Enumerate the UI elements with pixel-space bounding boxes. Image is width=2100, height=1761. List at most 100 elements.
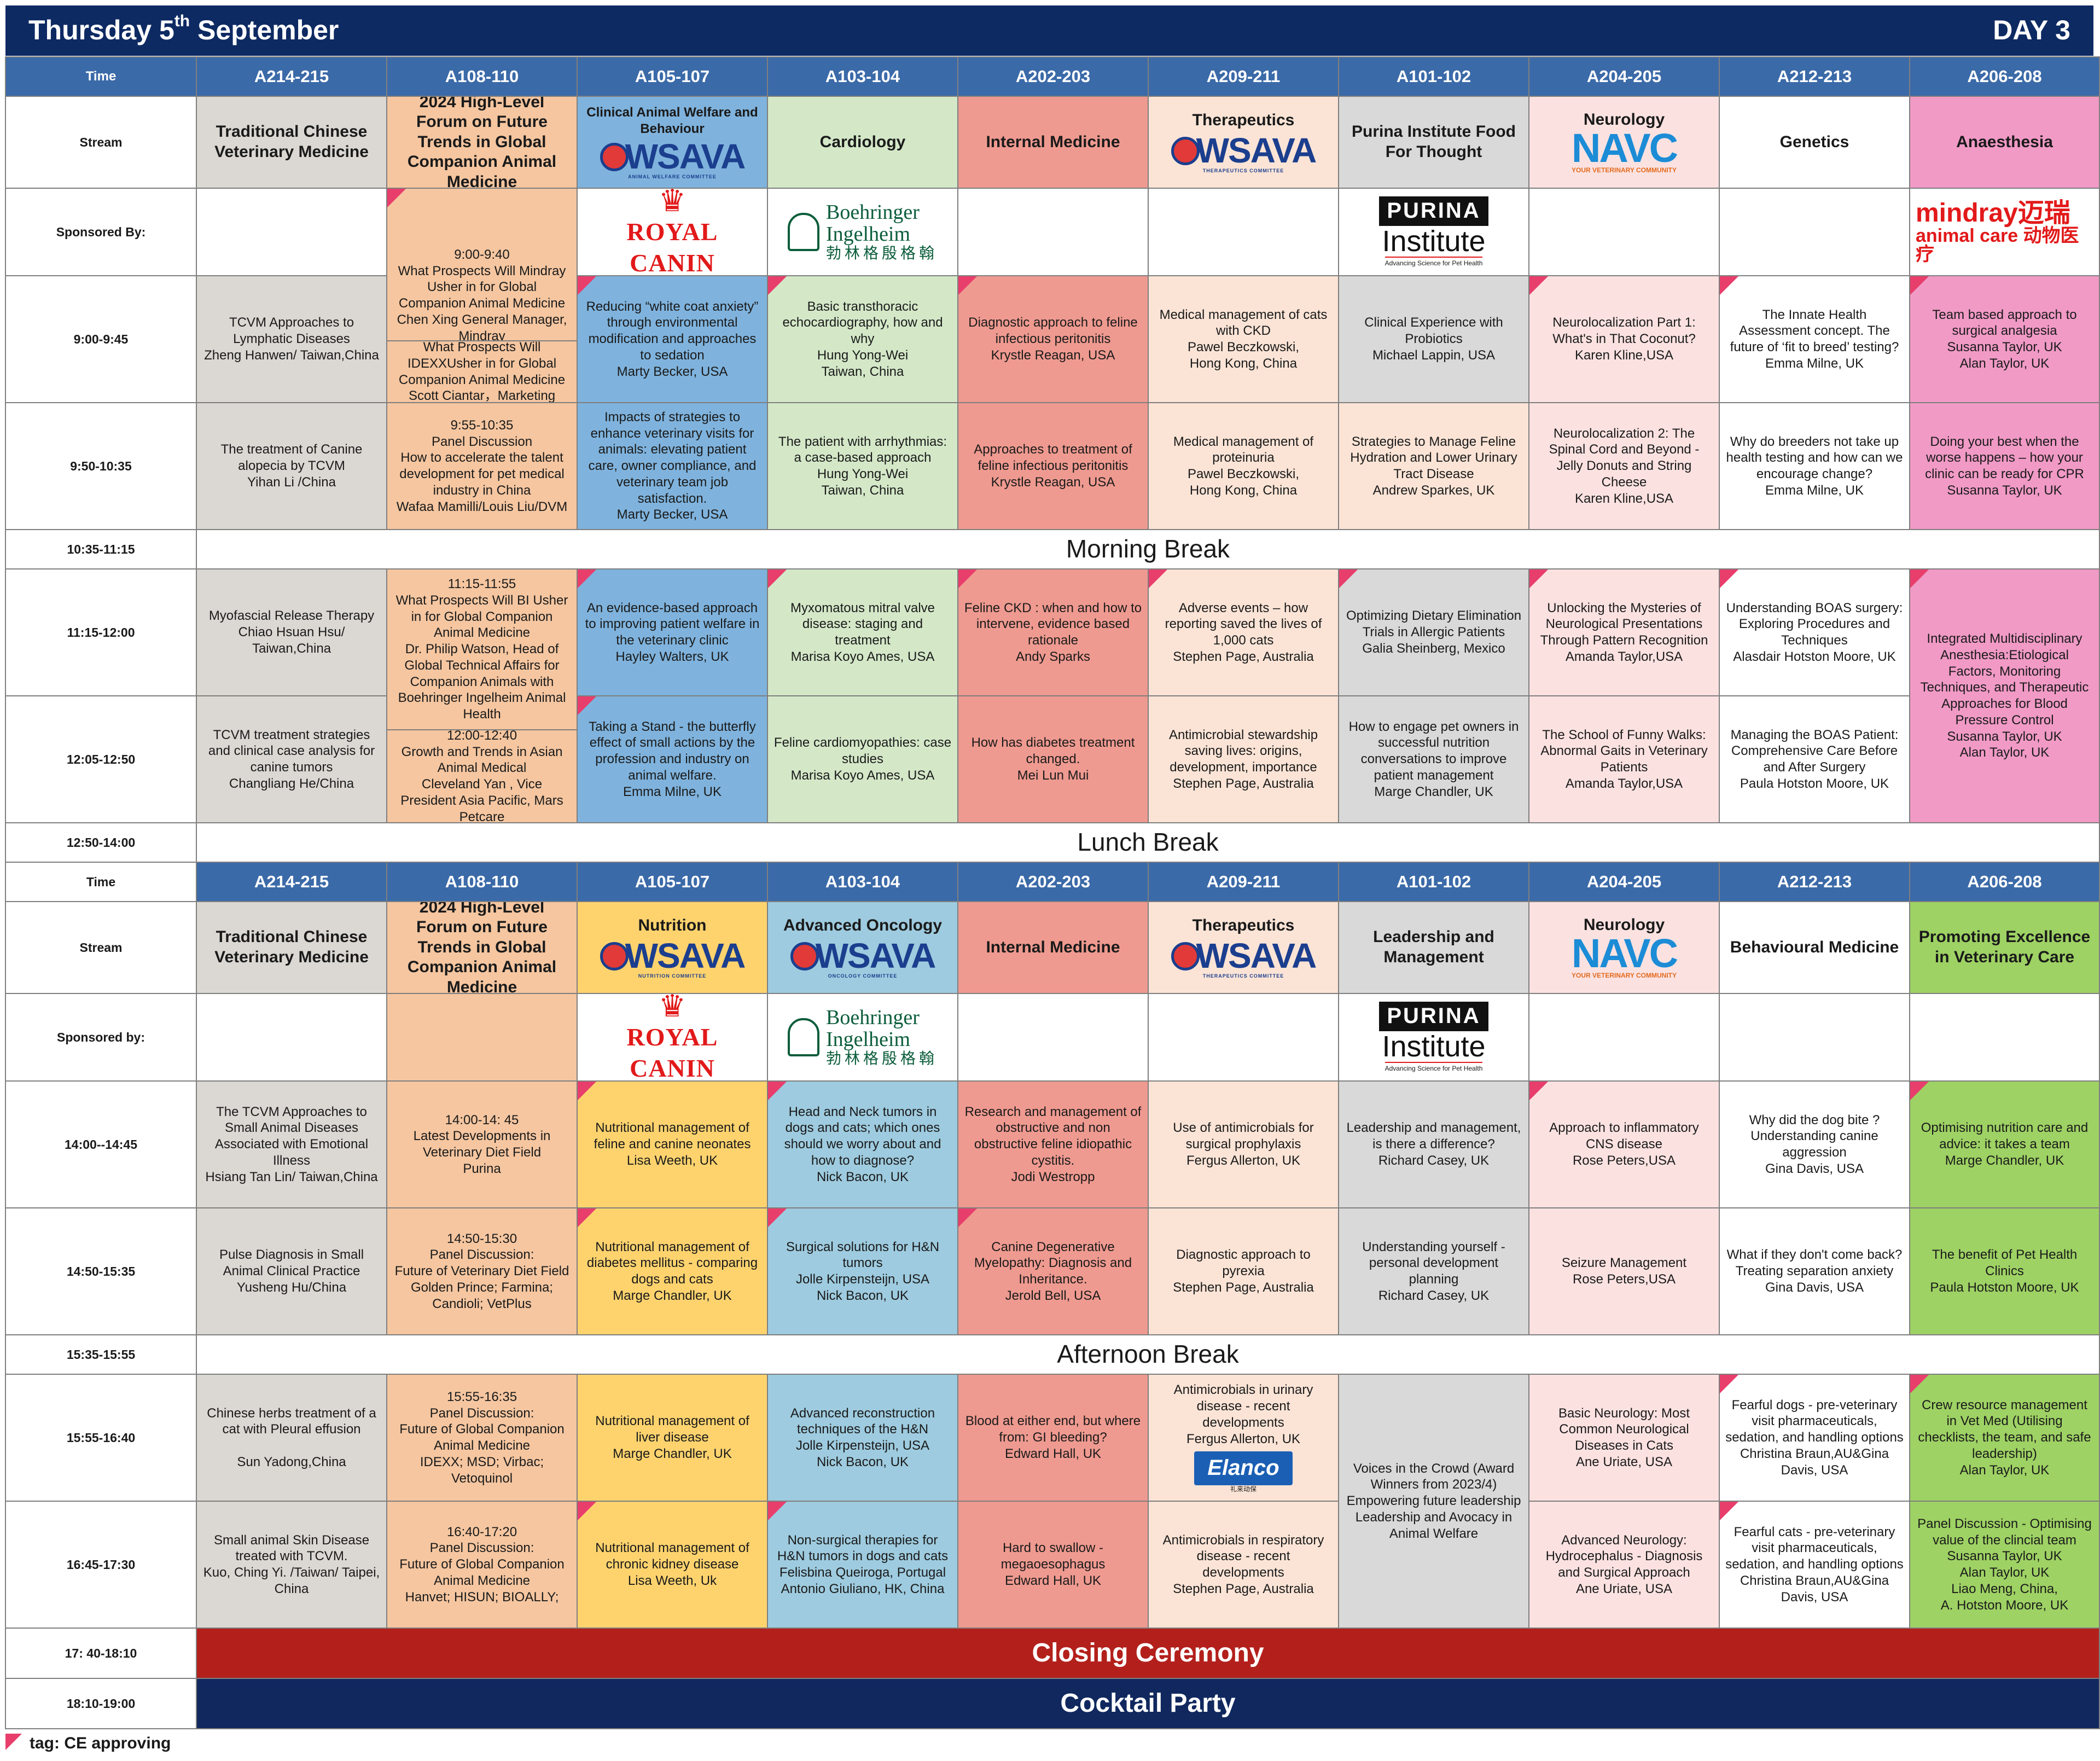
schedule-grid: Time A214-215 A108-110 A105-107 A103-104… xyxy=(5,56,2100,1743)
elanco-logo: Elanco xyxy=(1194,1451,1293,1485)
session-cell: Chinese herbs treatment of a cat with Pl… xyxy=(196,1374,387,1502)
morning-break: Morning Break xyxy=(196,529,2100,569)
legend-text: tag: CE approving xyxy=(30,1734,171,1752)
room-header: A105-107 xyxy=(577,56,768,97)
session-cell: Non-surgical therapies for H&N tumors in… xyxy=(767,1501,958,1629)
session-cell: Crew resource management in Vet Med (Uti… xyxy=(1909,1374,2100,1502)
closing-ceremony: Closing Ceremony xyxy=(196,1628,2100,1679)
stream-therapeutics: Therapeutics WSAVA THERAPEUTICS COMMITTE… xyxy=(1148,96,1339,189)
wsava-logo: WSAVA xyxy=(600,139,746,174)
stream-nutrition: Nutrition WSAVA NUTRITION COMMITTEE xyxy=(577,901,768,994)
room-header: A209-211 xyxy=(1148,56,1339,97)
session-cell: Small animal Skin Disease treated with T… xyxy=(196,1501,387,1629)
stream-neurology-label: Neurology xyxy=(1583,111,1665,129)
stream-oncology-label: Advanced Oncology xyxy=(783,916,943,935)
crown-icon: ♛ xyxy=(658,993,687,1023)
sponsor-purina: PURINA Institute Advancing Science for Pet… xyxy=(1338,993,1529,1082)
room-header: A206-208 xyxy=(1909,56,2100,97)
session-cell: TCVM Approaches to Lymphatic Diseases Zh… xyxy=(196,275,387,403)
sponsored-label: Sponsored by: xyxy=(5,993,197,1082)
time-slot: 10:35-11:15 xyxy=(5,529,197,569)
session-cell: Antimicrobials in respiratory disease - … xyxy=(1148,1501,1339,1629)
room-header: A202-203 xyxy=(957,56,1149,97)
session-cell: Voices in the Crowd (Award Winners from … xyxy=(1338,1374,1529,1629)
room-header: A206-208 xyxy=(1909,862,2100,902)
session-cell: Fearful cats - pre-veterinary visit phar… xyxy=(1719,1501,1910,1629)
purina-logo: PURINA xyxy=(1379,196,1488,226)
sponsor-empty xyxy=(1528,188,1720,276)
sponsor-empty xyxy=(1148,188,1339,276)
room-header: A103-104 xyxy=(767,862,958,902)
session-cell: Why did the dog bite ? Understanding can… xyxy=(1719,1080,1910,1208)
stream-welfare: Clinical Animal Welfare and Behaviour WS… xyxy=(577,96,768,189)
sponsor-royal-canin: ♛ ROYAL CANIN xyxy=(577,993,768,1082)
royal-canin-logo: ROYAL CANIN xyxy=(626,217,718,276)
session-cell: Panel Discussion - Optimising value of t… xyxy=(1909,1501,2100,1629)
room-header: A209-211 xyxy=(1148,862,1339,902)
time-slot: 17: 40-18:10 xyxy=(5,1628,197,1679)
session-cell: Seizure Management Rose Peters,USA xyxy=(1528,1207,1720,1335)
time-slot: 14:50-15:35 xyxy=(5,1207,197,1335)
stream-cardiology: Cardiology xyxy=(767,96,958,189)
session-cell: Advanced reconstruction techniques of th… xyxy=(767,1374,958,1502)
stream-leadership: Leadership and Management xyxy=(1338,901,1529,994)
navc-logo: NAVC xyxy=(1571,930,1678,976)
session-cell: Basic transthoracic echocardiography, ho… xyxy=(767,275,958,403)
stream-label: Stream xyxy=(5,96,197,189)
session-cell: Optimising nutrition care and advice: it… xyxy=(1909,1080,2100,1208)
day-title: Thursday 5th September xyxy=(28,12,339,45)
session-cell: Nutritional management of liver disease … xyxy=(577,1374,768,1502)
sponsor-empty xyxy=(196,188,387,276)
time-slot: 12:05-12:50 xyxy=(5,695,197,823)
time-slot: 12:50-14:00 xyxy=(5,822,197,863)
stream-internal-medicine: Internal Medicine xyxy=(957,901,1149,994)
session-cell: Diagnostic approach to feline infectious… xyxy=(957,275,1149,403)
session-cell: Research and management of obstructive a… xyxy=(957,1080,1149,1208)
time-slot: 14:00--14:45 xyxy=(5,1080,197,1208)
afternoon-break: Afternoon Break xyxy=(196,1334,2100,1375)
wsava-sub: THERAPEUTICS COMMITTEE xyxy=(1202,973,1284,979)
session-cell: Antimicrobials in urinary disease - rece… xyxy=(1148,1374,1339,1502)
session-cell: TCVM treatment strategies and clinical c… xyxy=(196,695,387,823)
session-cell: The benefit of Pet Health Clinics Paula … xyxy=(1909,1207,2100,1335)
wsava-sub: NUTRITION COMMITTEE xyxy=(638,973,707,979)
session-cell: Neurolocalization 2: The Spinal Cord and… xyxy=(1528,402,1720,530)
session-cell: Antimicrobial stewardship saving lives: … xyxy=(1148,695,1339,823)
session-text: Antimicrobials in urinary disease - rece… xyxy=(1173,1382,1313,1446)
stream-therapeutics-label: Therapeutics xyxy=(1192,111,1295,130)
session-cell: Leadership and management, is there a di… xyxy=(1338,1080,1529,1208)
sponsor-empty xyxy=(386,993,578,1082)
sponsor-empty xyxy=(1719,188,1910,276)
session-cell: The Innate Health Assessment concept. Th… xyxy=(1719,275,1910,403)
wsava-logo: WSAVA xyxy=(1171,938,1317,973)
room-header: A202-203 xyxy=(957,862,1149,902)
session-cell: 14:50-15:30 Panel Discussion: Future of … xyxy=(386,1207,578,1335)
session-cell: Canine Degenerative Myelopathy: Diagnosi… xyxy=(957,1207,1149,1335)
stream-label: Stream xyxy=(5,901,197,994)
room-header: A212-213 xyxy=(1719,862,1910,902)
navc-sub: YOUR VETERINARY COMMUNITY xyxy=(1571,972,1677,980)
sponsor-empty xyxy=(1719,993,1910,1082)
session-cell: The patient with arrhythmias: a case-bas… xyxy=(767,402,958,530)
session-cell: 11:15-11:55 What Prospects Will BI Usher… xyxy=(386,568,578,730)
room-header: A101-102 xyxy=(1338,56,1529,97)
stream-internal-medicine: Internal Medicine xyxy=(957,96,1149,189)
sponsor-boehringer: Boehringer Ingelheim 勃林格殷格翰 xyxy=(767,188,958,276)
wsava-logo: WSAVA xyxy=(600,938,746,973)
session-cell: Feline cardiomyopathies: case studies Ma… xyxy=(767,695,958,823)
day-label: DAY 3 xyxy=(1993,15,2070,45)
session-cell: Reducing “white coat anxiety” through en… xyxy=(577,275,768,403)
session-cell: The treatment of Canine alopecia by TCVM… xyxy=(196,402,387,530)
time-header: Time xyxy=(5,56,197,97)
sponsor-empty xyxy=(1148,993,1339,1082)
stream-therapeutics-label: Therapeutics xyxy=(1192,916,1295,935)
purina-logo: PURINA xyxy=(1379,1001,1488,1031)
room-header: A214-215 xyxy=(196,56,387,97)
session-cell: Head and Neck tumors in dogs and cats; w… xyxy=(767,1080,958,1208)
session-cell: How has diabetes treatment changed. Mei … xyxy=(957,695,1149,823)
session-cell: Diagnostic approach to pyrexia Stephen P… xyxy=(1148,1207,1339,1335)
session-cell: Feline CKD : when and how to intervene, … xyxy=(957,568,1149,696)
session-cell: 9:45-9:55 What Prospects Will IDEXXUsher… xyxy=(386,340,578,403)
lunch-break: Lunch Break xyxy=(196,822,2100,863)
session-cell: Integrated Multidisciplinary Anesthesia:… xyxy=(1909,568,2100,823)
